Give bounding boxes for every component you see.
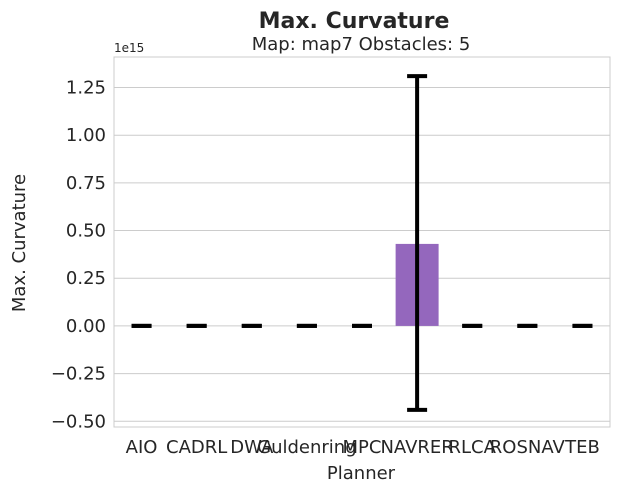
- y-tick-label: 0.00: [66, 316, 106, 337]
- y-tick-label: −0.25: [51, 364, 106, 385]
- x-tick-labels: AIO CADRL DWAGuldenringMPCNAVRERRLCAROSNAV…: [126, 437, 600, 458]
- chart-title: Max. Curvature: [259, 9, 450, 34]
- x-tick-label: Guldenring: [257, 437, 357, 458]
- x-tick-label: CADRL: [166, 437, 227, 458]
- error-bars: [131, 74, 593, 412]
- y-axis-label: Max. Curvature: [9, 174, 30, 312]
- error-bar-navrer: [407, 74, 428, 412]
- y-tick-label: 0.75: [66, 173, 106, 194]
- y-tick-label: −0.50: [51, 411, 106, 432]
- plot-frame: [113, 56, 611, 428]
- grid-lines: [114, 87, 610, 422]
- x-tick-label: ROSNAV: [490, 437, 566, 458]
- x-tick-label: DWA: [230, 437, 274, 458]
- x-axis-label: Planner: [327, 463, 396, 484]
- x-tick-label: RLCA: [449, 437, 497, 458]
- y-tick-labels: −0.50 −0.25 0.00 0.25 0.50 0.75 1.00 1.25: [51, 78, 106, 433]
- y-tick-label: 0.50: [66, 221, 106, 242]
- x-tick-label: MPC: [343, 437, 382, 458]
- x-tick-label: TEB: [564, 437, 600, 458]
- y-tick-label: 1.00: [66, 125, 106, 146]
- y-offset-label: 1e15: [114, 41, 144, 55]
- x-tick-label: NAVRER: [380, 437, 453, 458]
- x-tick-label: AIO: [126, 437, 158, 458]
- y-tick-label: 0.25: [66, 268, 106, 289]
- chart-subtitle: Map: map7 Obstacles: 5: [252, 34, 471, 55]
- y-tick-label: 1.25: [66, 78, 106, 99]
